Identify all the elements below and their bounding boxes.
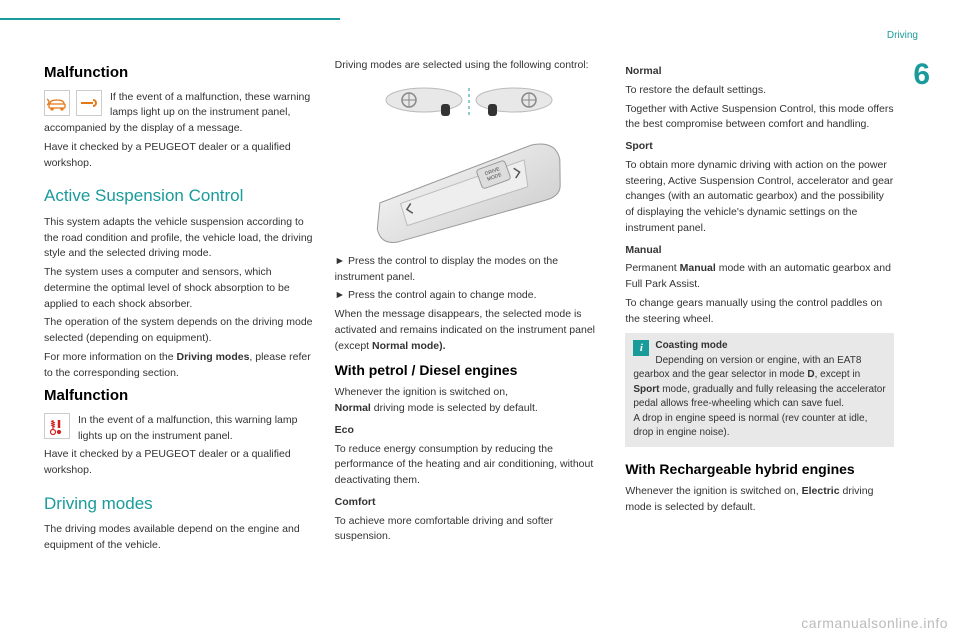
malfunction2-text-1: In the event of a malfunction, this warn…	[44, 413, 313, 445]
malfunction-heading-1: Malfunction	[44, 62, 313, 85]
paddle-diagram	[335, 82, 604, 124]
sport-text: To obtain more dynamic driving with acti…	[625, 158, 894, 237]
column-3: Normal To restore the default settings. …	[625, 58, 894, 557]
comfort-heading: Comfort	[335, 495, 604, 511]
normal-heading: Normal	[625, 64, 894, 80]
asc-text-3: The operation of the system depends on t…	[44, 315, 313, 347]
normal-text-2: Together with Active Suspension Control,…	[625, 102, 894, 134]
watermark: carmanualsonline.info	[801, 613, 948, 634]
asc-text-2: The system uses a computer and sensors, …	[44, 265, 313, 312]
eco-text: To reduce energy consumption by reducing…	[335, 442, 604, 489]
bullet-1: ► Press the control to display the modes…	[335, 254, 604, 286]
coasting-text-2: A drop in engine speed is normal (rev co…	[633, 413, 867, 439]
bullet-2: ► Press the control again to change mode…	[335, 288, 604, 304]
hybrid-text: Whenever the ignition is switched on, El…	[625, 484, 894, 516]
manual-text-2: To change gears manually using the contr…	[625, 296, 894, 328]
hybrid-heading: With Rechargeable hybrid engines	[625, 459, 894, 480]
sport-heading: Sport	[625, 139, 894, 155]
manual-text-1: Permanent Manual mode with an automatic …	[625, 261, 894, 293]
driving-modes-heading: Driving modes	[44, 491, 313, 517]
driving-modes-text: The driving modes available depend on th…	[44, 522, 313, 554]
coasting-title: Coasting mode	[655, 340, 727, 351]
page-content: Malfunction If the event of a malfunctio…	[44, 58, 894, 557]
bullet-3: When the message disappears, the selecte…	[335, 307, 604, 354]
coasting-text-1: Depending on version or engine, with an …	[633, 355, 885, 410]
chapter-number: 6	[913, 52, 930, 97]
warning-icons-row	[44, 90, 102, 116]
comfort-text: To achieve more comfortable driving and …	[335, 514, 604, 546]
asc-text-4: For more information on the Driving mode…	[44, 350, 313, 382]
column-2: Driving modes are selected using the fol…	[335, 58, 604, 557]
malfunction-heading-2: Malfunction	[44, 385, 313, 408]
active-suspension-heading: Active Suspension Control	[44, 183, 313, 209]
petrol-diesel-heading: With petrol / Diesel engines	[335, 360, 604, 381]
section-header: Driving	[887, 28, 918, 43]
suspension-warning-icon	[44, 413, 70, 439]
petrol-text: Whenever the ignition is switched on,Nor…	[335, 385, 604, 417]
asc-text-1: This system adapts the vehicle suspensio…	[44, 215, 313, 262]
eco-heading: Eco	[335, 423, 604, 439]
normal-text-1: To restore the default settings.	[625, 83, 894, 99]
coasting-info-box: i Coasting mode Depending on version or …	[625, 333, 894, 447]
drive-mode-control-diagram: DRIVE MODE	[335, 134, 604, 244]
malfunction1-text-2: Have it checked by a PEUGEOT dealer or a…	[44, 140, 313, 172]
manual-heading: Manual	[625, 243, 894, 259]
car-warning-icon	[44, 90, 70, 116]
info-icon: i	[633, 340, 649, 356]
warning-icon-single	[44, 413, 70, 439]
column-1: Malfunction If the event of a malfunctio…	[44, 58, 313, 557]
malfunction2-text-2: Have it checked by a PEUGEOT dealer or a…	[44, 447, 313, 479]
wrench-icon	[76, 90, 102, 116]
control-intro: Driving modes are selected using the fol…	[335, 58, 604, 74]
top-accent-bar	[0, 18, 340, 20]
